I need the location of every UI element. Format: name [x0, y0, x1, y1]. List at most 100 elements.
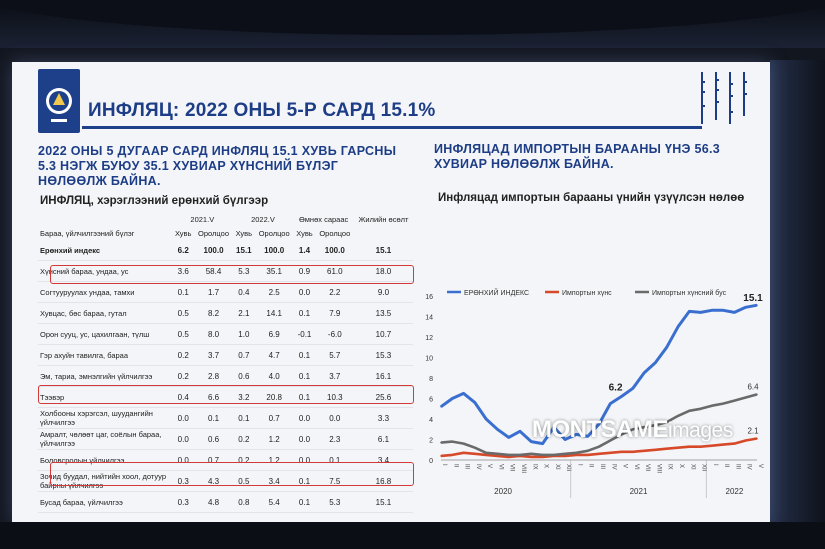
state-emblem-icon [38, 69, 80, 133]
row-value: 14.1 [255, 302, 294, 324]
series-point [564, 438, 566, 441]
row-value: 0.1 [232, 407, 256, 429]
x-tick-label: V [486, 464, 492, 468]
x-tick-label: II [452, 464, 458, 468]
series-point [519, 454, 521, 456]
slide-title: ИНФЛЯЦ: 2022 ОНЫ 5-Р САРД 15.1% [88, 100, 436, 121]
row-value: 15.3 [353, 344, 413, 366]
right-headline-line: ХУВИАР НӨЛӨӨЛЖ БАЙНА. [434, 157, 614, 171]
legend-label: Импортын хүнс [562, 290, 612, 297]
row-value: 0.0 [293, 281, 316, 303]
row-value: 0.1 [293, 365, 316, 387]
row-value: 100.0 [255, 240, 294, 261]
series-point [507, 454, 510, 456]
series-point [451, 454, 454, 456]
row-value: 16.8 [353, 470, 413, 492]
row-value: 5.7 [315, 344, 354, 366]
x-tick-label: IV [746, 464, 752, 470]
table-row: Гэр ахуйн тавилга, бараа 0.2 3.7 0.7 4.7 0.1 5… [38, 344, 413, 366]
row-value: 1.0 [232, 323, 256, 345]
table-row: Амралт, чөлөөт цаг, соёлын бараа, үйлчил… [38, 428, 413, 450]
sub-header: Оролцоо [319, 228, 351, 238]
table-row: Холбооны хэрэгсэл, шуудангийн үйлчилгээ 0… [38, 407, 413, 429]
y-tick-label: 4 [429, 417, 433, 424]
series-point [688, 410, 691, 412]
row-value: 0.2 [232, 449, 256, 471]
series-point [440, 405, 442, 408]
x-tick-label: VIII [520, 464, 526, 473]
series-point [733, 311, 736, 314]
presentation-screen: ИНФЛЯЦ: 2022 ОНЫ 5-Р САРД 15.1% 2022 ОНЫ… [12, 62, 770, 524]
row-value: 0.1 [315, 449, 354, 471]
table-row: Согтууруулах ундаа, тамхи 0.1 1.7 0.4 2.5 0.0… [38, 281, 413, 303]
legend-label: Импортын хүнсний бус [652, 289, 727, 297]
row-value: 100.0 [315, 240, 354, 261]
row-value: 4.8 [194, 491, 233, 513]
row-value: 16.1 [353, 365, 413, 387]
series-point [654, 361, 657, 364]
series-point [485, 454, 487, 456]
x-tick-label: III [734, 464, 740, 469]
row-name: Согтууруулах ундаа, тамхи [38, 281, 172, 303]
row-value: 6.9 [255, 323, 294, 345]
row-value: 0.1 [194, 407, 233, 429]
row-name: Амралт, чөлөөт цаг, соёлын бараа, үйлчил… [38, 428, 172, 450]
ceiling [0, 0, 825, 48]
row-value: 3.3 [353, 407, 413, 429]
table-row-total: Ерөнхий индекс 6.2 100.0 15.1 100.0 1.4 100.0 1… [38, 240, 413, 261]
group-header: 2021.V [190, 214, 215, 224]
series-point [677, 415, 679, 417]
x-tick-label: III [464, 464, 470, 469]
series-point [643, 426, 645, 428]
series-point [575, 433, 578, 436]
table-row: Бусад бараа, үйлчилгээ 0.3 4.8 0.8 5.4 0.1 5.3… [38, 491, 413, 513]
row-value: 0.5 [172, 302, 195, 324]
row-value: 4.7 [255, 344, 294, 366]
series-point [564, 455, 566, 457]
row-value: 0.2 [232, 428, 256, 450]
data-label: 6.4 [747, 382, 759, 391]
series-point [620, 433, 623, 436]
series-point [744, 306, 747, 309]
row-value: 0.1 [293, 491, 316, 513]
series-point [609, 452, 612, 454]
series-point [519, 430, 521, 433]
x-tick-label: II [588, 464, 594, 468]
y-tick-label: 14 [425, 315, 433, 322]
row-value: 2.5 [255, 281, 294, 303]
row-value: 0.0 [293, 407, 316, 429]
year-label: 2021 [630, 487, 648, 496]
row-value: 0.1 [293, 386, 316, 408]
row-value: 0.7 [255, 407, 294, 429]
series-point [609, 439, 612, 442]
y-tick-label: 2 [429, 438, 433, 445]
row-value: 20.8 [255, 386, 294, 408]
x-tick-label: VII [509, 464, 515, 472]
series-point [677, 446, 679, 449]
series-point [462, 442, 465, 445]
group-header: Жилийн өсөлт [358, 214, 409, 224]
row-value: 25.6 [353, 386, 413, 408]
table-title: ИНФЛЯЦ, хэрэглээний ерөнхий бүлгээр [40, 195, 269, 207]
transport-row-highlight [38, 385, 414, 404]
row-value: 1.2 [255, 449, 294, 471]
series-point [530, 456, 533, 458]
x-tick-label: II [723, 464, 729, 468]
series-point [462, 452, 465, 454]
row-value: 0.2 [172, 344, 195, 366]
series-point [632, 387, 634, 390]
row-value: 13.5 [353, 302, 413, 324]
series-point [474, 446, 476, 449]
row-value: 4.0 [255, 365, 294, 387]
row-value: -0.1 [293, 323, 316, 345]
row-value: 100.0 [194, 240, 233, 261]
row-value: 1.7 [194, 281, 233, 303]
ceiling-arc [0, 0, 825, 35]
series-point [677, 325, 679, 328]
inflation-table: 2021.V 2022.V Өмнөх сараас Жилийн өсөлт … [38, 212, 413, 513]
series-point [711, 309, 713, 312]
left-headline-line: НӨЛӨӨЛЖ БАЙНА. [38, 174, 161, 188]
row-value: 0.1 [293, 470, 316, 492]
series-point [575, 454, 578, 456]
series-point [530, 453, 533, 455]
